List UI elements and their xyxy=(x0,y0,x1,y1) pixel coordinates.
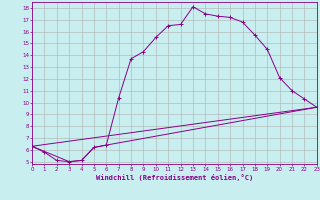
X-axis label: Windchill (Refroidissement éolien,°C): Windchill (Refroidissement éolien,°C) xyxy=(96,174,253,181)
